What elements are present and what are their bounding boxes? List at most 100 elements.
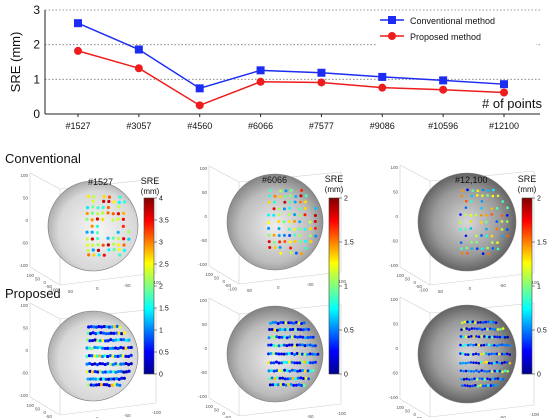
- error-point: [292, 321, 296, 325]
- error-point: [481, 321, 485, 324]
- error-point: [94, 332, 98, 336]
- error-point: [288, 234, 292, 237]
- error-point: [272, 207, 276, 211]
- error-point: [273, 246, 277, 250]
- error-point: [308, 352, 312, 356]
- error-point: [122, 370, 126, 374]
- error-point: [270, 328, 274, 332]
- error-point: [300, 383, 304, 387]
- error-point: [96, 206, 100, 210]
- error-point: [88, 331, 93, 336]
- error-point: [469, 334, 473, 338]
- error-point: [121, 217, 125, 221]
- panel-title-6066: #6066: [262, 175, 287, 185]
- error-point: [298, 213, 302, 217]
- error-point: [468, 320, 472, 324]
- error-point: [96, 377, 100, 381]
- error-point: [85, 206, 90, 210]
- error-point: [467, 328, 471, 331]
- y-tick-label: -100: [337, 411, 347, 416]
- error-point: [294, 194, 298, 198]
- x-tick-label: #3057: [126, 121, 151, 131]
- error-point: [96, 212, 100, 216]
- error-point: [461, 321, 464, 325]
- data-point: [317, 78, 326, 87]
- error-point: [273, 328, 277, 332]
- x-tick-label: #10596: [428, 121, 458, 131]
- error-point: [479, 221, 483, 224]
- error-point: [288, 328, 292, 332]
- error-point: [472, 353, 475, 356]
- error-point: [296, 376, 300, 380]
- error-point: [267, 352, 271, 356]
- point-cloud: [459, 320, 512, 388]
- error-point: [101, 217, 105, 222]
- error-point: [274, 344, 278, 348]
- error-point: [494, 321, 498, 324]
- error-point: [486, 327, 489, 331]
- x-tick-label: 0: [413, 280, 416, 285]
- error-point: [480, 344, 483, 347]
- error-point: [464, 361, 468, 365]
- error-point: [278, 195, 282, 199]
- error-point: [119, 338, 123, 342]
- error-point: [460, 247, 463, 250]
- error-point: [295, 361, 299, 365]
- error-point: [298, 335, 302, 339]
- x-tick-label: 100: [26, 273, 34, 278]
- error-point: [119, 369, 123, 373]
- error-point: [491, 327, 494, 331]
- y-tick-label: 0: [277, 285, 280, 290]
- error-point: [106, 346, 110, 350]
- error-point: [476, 189, 480, 193]
- z-tick-label: 0: [204, 346, 207, 351]
- error-point: [475, 240, 479, 244]
- error-point: [485, 360, 488, 364]
- error-point: [464, 213, 467, 216]
- data-point: [134, 64, 143, 73]
- error-point: [96, 370, 100, 374]
- error-point: [120, 376, 124, 380]
- axis-line: [238, 271, 342, 285]
- error-point: [275, 328, 279, 332]
- colorbar: 0 0.5 1 1.5 2 2.5 3 3.5 4: [143, 196, 169, 379]
- error-point: [282, 220, 286, 224]
- error-point: [124, 361, 128, 366]
- error-point: [303, 206, 307, 210]
- error-point: [473, 327, 476, 330]
- error-point: [316, 352, 320, 356]
- error-point: [475, 378, 479, 381]
- error-point: [506, 361, 509, 364]
- axis-line: [429, 272, 535, 286]
- error-point: [485, 227, 488, 231]
- error-point: [127, 362, 131, 367]
- error-point: [294, 328, 298, 332]
- error-point: [300, 188, 304, 192]
- error-point: [94, 383, 99, 387]
- error-point: [276, 321, 280, 325]
- legend-marker-conventional: [388, 16, 396, 24]
- error-point: [129, 353, 133, 358]
- error-point: [92, 253, 96, 257]
- error-point: [121, 362, 126, 366]
- error-point: [85, 370, 89, 374]
- error-point: [289, 383, 293, 387]
- error-point: [494, 383, 498, 387]
- error-point: [91, 377, 95, 381]
- error-point: [301, 377, 305, 381]
- error-point: [301, 369, 305, 373]
- axis-line: [29, 172, 61, 190]
- error-point: [309, 240, 313, 244]
- error-point: [476, 321, 480, 324]
- colorbar-tick-label: 1.5: [159, 306, 169, 313]
- error-point: [295, 343, 299, 347]
- error-point: [287, 360, 291, 364]
- error-point: [482, 369, 486, 373]
- error-point: [102, 324, 106, 329]
- error-point: [287, 213, 291, 217]
- error-point: [493, 344, 496, 347]
- series-line-proposed: [77, 50, 505, 107]
